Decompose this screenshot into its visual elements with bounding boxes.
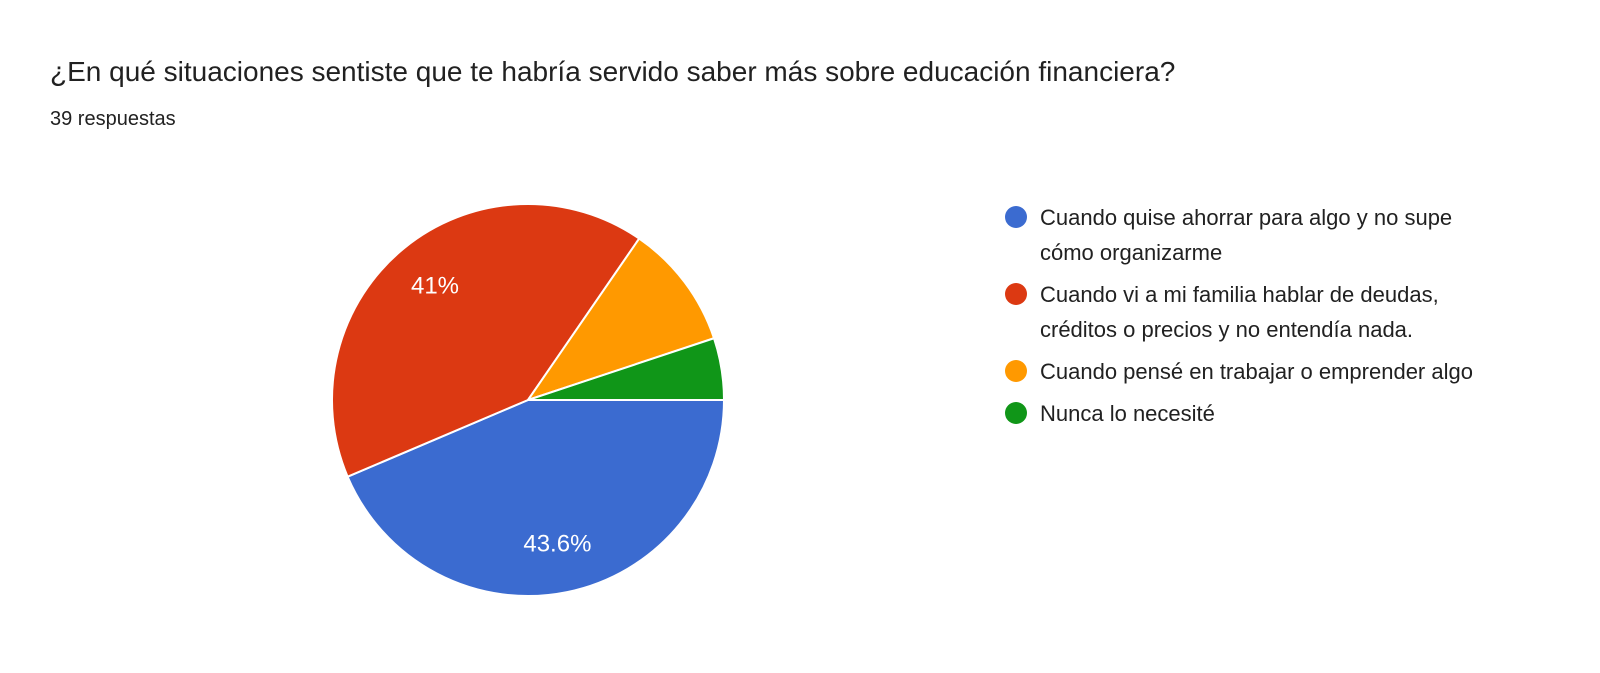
pie-chart-area: 43.6% 41%: [328, 200, 728, 600]
pie-chart: 43.6% 41%: [331, 203, 725, 598]
question-title: ¿En qué situaciones sentiste que te habr…: [50, 56, 1176, 87]
response-count: 39 respuestas: [50, 108, 176, 130]
legend-item-label: Cuando pensé en trabajar o emprender alg…: [1040, 359, 1473, 384]
pie-slice[interactable]: [527, 237, 716, 401]
legend-item: Cuando pensé en trabajar o emprender alg…: [1005, 354, 1505, 389]
pie-slice-label: 43.6%: [523, 531, 591, 558]
legend-item-label: Cuando quise ahorrar para algo y no supe…: [1040, 205, 1453, 265]
legend-color-dot: [1005, 283, 1027, 305]
pie-slice[interactable]: [346, 399, 725, 598]
legend-item-label: Nunca lo necesité: [1040, 401, 1215, 426]
legend-color-dot: [1005, 402, 1027, 424]
pie-slice[interactable]: [527, 337, 725, 401]
pie-slice-label: 41%: [411, 273, 459, 300]
legend-color-dot: [1005, 206, 1027, 228]
legend-item: Nunca lo necesité: [1005, 396, 1505, 431]
legend-item-label: Cuando vi a mi familia hablar de deudas,…: [1040, 282, 1439, 342]
pie-slice[interactable]: [331, 203, 641, 478]
legend: Cuando quise ahorrar para algo y no supe…: [1005, 200, 1505, 438]
legend-item: Cuando vi a mi familia hablar de deudas,…: [1005, 277, 1505, 347]
legend-color-dot: [1005, 360, 1027, 382]
legend-item: Cuando quise ahorrar para algo y no supe…: [1005, 200, 1505, 270]
